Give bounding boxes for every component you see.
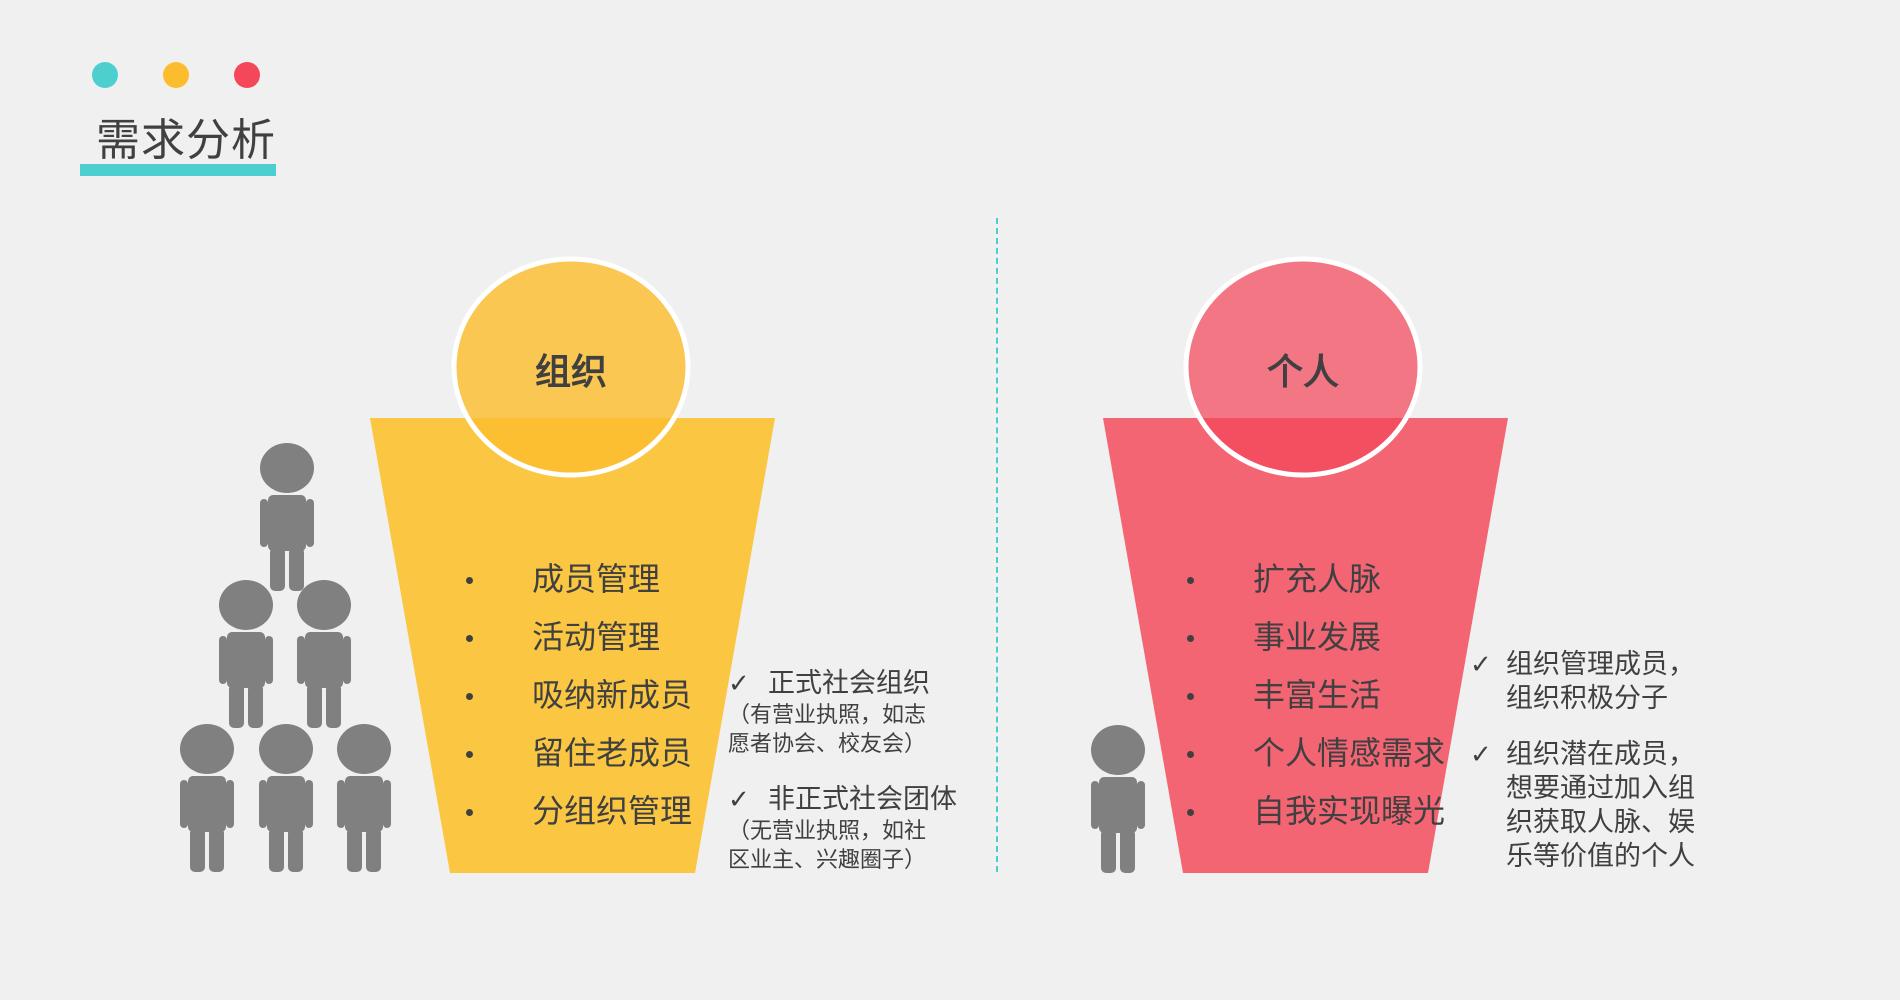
page-title: 需求分析 — [96, 115, 276, 166]
check-icon: ✓ — [728, 669, 750, 699]
note-title: 非正式社会团体 — [768, 784, 957, 815]
list-item: 吸纳新成员 — [464, 671, 692, 729]
note-line: 组织积极分子 — [1506, 683, 1668, 714]
check-icon: ✓ — [728, 785, 750, 815]
note-line: 乐等价值的个人 — [1506, 841, 1695, 872]
note-organization-manager: ✓ 组织管理成员， 组织积极分子 — [1470, 648, 1695, 716]
note-line: 想要通过加入组 — [1506, 773, 1695, 804]
note-detail: 区业主、兴趣圈子） — [728, 848, 927, 873]
note-detail: （无营业执照，如社 — [728, 819, 927, 844]
organization-funnel — [370, 418, 775, 873]
individual-label: 个人 — [1266, 352, 1339, 393]
note-title: 正式社会组织 — [768, 668, 930, 699]
list-item: 成员管理 — [464, 555, 692, 613]
single-person-icon — [1091, 725, 1145, 873]
person-icon — [219, 580, 273, 728]
person-icon — [180, 724, 234, 872]
list-item: 分组织管理 — [464, 787, 692, 845]
individual-notes: ✓ 组织管理成员， 组织积极分子 ✓ 组织潜在成员， 想要通过加入组 织获取人脉… — [1470, 648, 1695, 888]
list-item: 留住老成员 — [464, 729, 692, 787]
list-item: 活动管理 — [464, 613, 692, 671]
center-divider — [996, 218, 998, 872]
list-item: 事业发展 — [1185, 613, 1445, 671]
note-potential-member: ✓ 组织潜在成员， 想要通过加入组 织获取人脉、娱 乐等价值的个人 — [1470, 738, 1695, 874]
person-icon — [337, 724, 391, 872]
note-detail: （有营业执照，如志 — [728, 703, 927, 728]
list-item: 自我实现曝光 — [1185, 787, 1445, 845]
list-item: 丰富生活 — [1185, 671, 1445, 729]
teal-dot — [92, 62, 118, 88]
check-icon: ✓ — [1470, 650, 1492, 680]
person-icon — [1091, 725, 1145, 873]
title-underline — [80, 164, 276, 176]
note-line: 组织管理成员， — [1506, 649, 1695, 680]
person-icon — [259, 724, 313, 872]
organization-circle — [451, 256, 691, 478]
individual-needs-list: 扩充人脉 事业发展 丰富生活 个人情感需求 自我实现曝光 — [1185, 555, 1445, 845]
red-dot — [234, 62, 260, 88]
people-group-icon — [180, 443, 391, 872]
note-informal-group: ✓ 非正式社会团体 （无营业执照，如社 区业主、兴趣圈子） — [728, 783, 957, 875]
organization-notes: ✓ 正式社会组织 （有营业执照，如志 愿者协会、校友会） ✓ 非正式社会团体 （无营… — [728, 667, 957, 889]
organization-needs-list: 成员管理 活动管理 吸纳新成员 留住老成员 分组织管理 — [464, 555, 692, 845]
note-detail: 愿者协会、校友会） — [728, 732, 927, 757]
title-dots — [92, 62, 272, 92]
organization-label: 组织 — [534, 352, 607, 393]
yellow-dot — [163, 62, 189, 88]
note-formal-organization: ✓ 正式社会组织 （有营业执照，如志 愿者协会、校友会） — [728, 667, 957, 759]
check-icon: ✓ — [1470, 740, 1492, 770]
person-icon — [260, 443, 314, 591]
note-line: 组织潜在成员， — [1506, 739, 1695, 770]
list-item: 扩充人脉 — [1185, 555, 1445, 613]
note-line: 织获取人脉、娱 — [1506, 807, 1695, 838]
individual-circle — [1183, 256, 1423, 478]
person-icon — [297, 580, 351, 728]
individual-funnel — [1103, 418, 1508, 873]
list-item: 个人情感需求 — [1185, 729, 1445, 787]
